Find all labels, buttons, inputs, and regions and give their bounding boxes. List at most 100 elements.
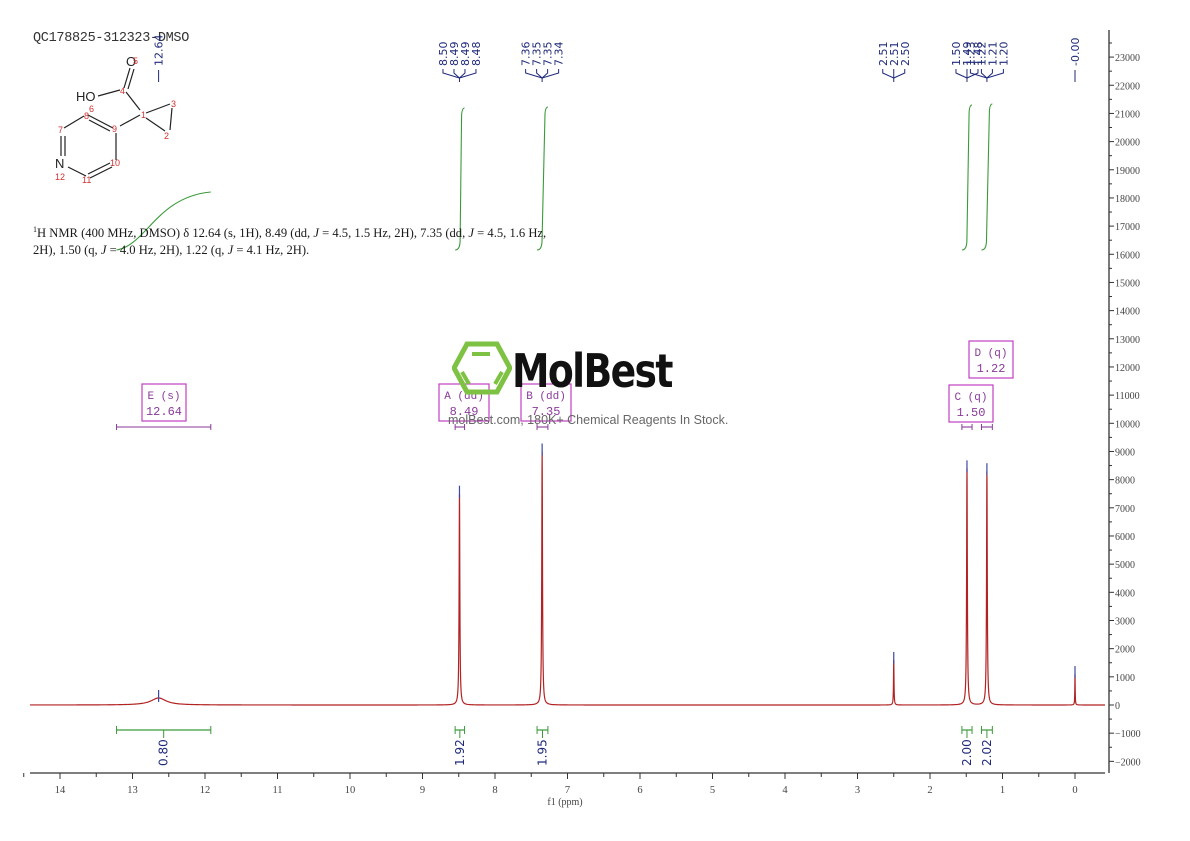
atom-number: 2 — [164, 131, 169, 141]
chemical-structure: O HO N 5 4 1 3 2 6 8 7 9 10 11 12 — [55, 54, 176, 185]
peak-shift-label: 1.22 — [975, 42, 988, 67]
watermark-tagline: molBest.com, 180K+ Chemical Reagents In … — [448, 413, 729, 427]
peak-shift-label: 8.50 — [437, 42, 450, 67]
peak-shift-label: 7.35 — [542, 42, 555, 67]
y-tick-label: 18000 — [1115, 194, 1140, 205]
multiplet-label: E (s) — [147, 391, 180, 403]
y-tick-label: 4000 — [1115, 588, 1135, 599]
peak-shift-label: 1.49 — [961, 42, 974, 67]
y-tick-label: 14000 — [1115, 307, 1140, 318]
atom-number: 9 — [112, 124, 117, 134]
desc-text: 2H), 1.50 (q, — [33, 243, 101, 258]
integral-curve — [981, 103, 993, 251]
peak-shift-label: 1.20 — [997, 42, 1010, 67]
peak-shift-label: 2.51 — [888, 42, 901, 67]
y-tick-label: −1000 — [1115, 729, 1141, 740]
integrals: 0.80 1.92 1.95 2.00 2.02 — [116, 103, 994, 766]
superscript: 1 — [33, 225, 37, 234]
multiplet-box-d: D (q) 1.22 — [968, 340, 1014, 430]
y-tick-label: 17000 — [1115, 222, 1140, 233]
x-tick-label: 5 — [710, 785, 715, 796]
peak-shift-label: 1.23 — [964, 42, 977, 67]
peak-shift-label: 2.50 — [899, 42, 912, 67]
integral-value: 2.00 — [960, 739, 974, 766]
y-tick-label: 19000 — [1115, 166, 1140, 177]
peak-shift-label: 7.35 — [531, 42, 544, 67]
multiplet-box-e: E (s) 12.64 — [116, 383, 212, 430]
integral-value: 2.02 — [980, 739, 994, 766]
spectrum-trace — [30, 451, 1105, 706]
y-tick-label: 1000 — [1115, 673, 1135, 684]
y-tick-label: 12000 — [1115, 363, 1140, 374]
sample-id: QC178825-312323-DMSO — [33, 31, 190, 46]
peak-shift-label: 8.48 — [470, 42, 483, 67]
desc-text: = 4.0 Hz, 2H), 1.22 (q, — [106, 243, 228, 258]
multiplet-box-c: C (q) 1.50 — [948, 384, 994, 430]
atom-number: 12 — [55, 172, 65, 182]
peak-shift-label: 12.64 — [153, 35, 166, 67]
atom-number: 11 — [82, 175, 91, 185]
y-tick-label: 20000 — [1115, 138, 1140, 149]
y-tick-label: 2000 — [1115, 645, 1135, 656]
x-tick-label: 4 — [782, 785, 788, 796]
integral-value: 1.95 — [535, 739, 549, 766]
y-tick-label: 6000 — [1115, 532, 1135, 543]
x-tick-label: 13 — [127, 785, 138, 796]
integral-value: 0.80 — [157, 739, 171, 766]
multiplet-label: B (dd) — [526, 391, 566, 403]
atom-number: 4 — [120, 86, 125, 96]
y-tick-label: 8000 — [1115, 476, 1135, 487]
peak-shift-label: 8.49 — [459, 42, 472, 67]
integral-curve — [961, 104, 973, 251]
peak-shift-label: 7.34 — [553, 42, 566, 67]
multiplet-shift: 1.50 — [957, 406, 986, 420]
y-tick-label: 23000 — [1115, 53, 1140, 64]
peak-shift-label: 1.21 — [986, 42, 999, 67]
y-tick-label: −2000 — [1115, 757, 1141, 768]
atom-number: 1 — [141, 110, 146, 120]
desc-text: = 4.5, 1.6 Hz, — [474, 226, 547, 241]
atom-number: 5 — [133, 56, 138, 66]
atom-number: 8 — [84, 111, 89, 121]
x-tick-label: 3 — [855, 785, 860, 796]
y-tick-label: 21000 — [1115, 109, 1140, 120]
desc-text: = 4.1 Hz, 2H). — [233, 243, 310, 258]
atom-ho: HO — [76, 89, 96, 104]
atom-number: 3 — [171, 99, 176, 109]
x-tick-label: 8 — [492, 785, 497, 796]
y-tick-label: 11000 — [1115, 391, 1140, 402]
y-tick-label: 22000 — [1115, 81, 1140, 92]
y-tick-label: 9000 — [1115, 447, 1135, 458]
desc-text: H NMR (400 MHz, DMSO) δ 12.64 (s, 1H), 8… — [37, 226, 314, 241]
integral-value: 1.92 — [453, 739, 467, 766]
y-axis: 2300022000210002000019000180001700016000… — [1108, 30, 1141, 773]
coupling-symbol: J — [227, 243, 234, 258]
multiplet-shift: 1.22 — [977, 362, 1006, 376]
multiplet-box-b: B (dd) 7.35 — [520, 383, 572, 430]
multiplet-shift: 7.35 — [532, 405, 561, 419]
x-axis: 14 13 12 11 10 9 8 7 6 5 4 3 2 1 0f1 (ppm) — [23, 772, 1105, 808]
y-tick-label: 10000 — [1115, 419, 1140, 430]
atom-o: O — [126, 54, 136, 69]
x-tick-label: 10 — [345, 785, 356, 796]
x-tick-label: 6 — [637, 785, 642, 796]
desc-text: = 4.5, 1.5 Hz, 2H), 7.35 (dd, — [318, 226, 469, 241]
x-tick-label: 2 — [927, 785, 932, 796]
integral-curve — [116, 191, 211, 251]
x-tick-label: 11 — [272, 785, 282, 796]
x-tick-label: 1 — [1000, 785, 1005, 796]
peak-shift-label: 7.36 — [520, 42, 533, 67]
y-tick-label: 15000 — [1115, 278, 1140, 289]
y-tick-label: 16000 — [1115, 250, 1140, 261]
x-tick-label: 7 — [565, 785, 570, 796]
y-tick-label: 0 — [1115, 701, 1120, 712]
integral-curve — [536, 106, 549, 251]
multiplet-label: C (q) — [954, 392, 987, 404]
multiplet-shift: 12.64 — [146, 405, 182, 419]
y-tick-label: 3000 — [1115, 616, 1135, 627]
y-tick-label: 7000 — [1115, 504, 1135, 515]
coupling-symbol: J — [468, 226, 474, 241]
peak-shift-label: 1.50 — [950, 42, 963, 67]
multiplet-label: D (q) — [974, 348, 1007, 360]
